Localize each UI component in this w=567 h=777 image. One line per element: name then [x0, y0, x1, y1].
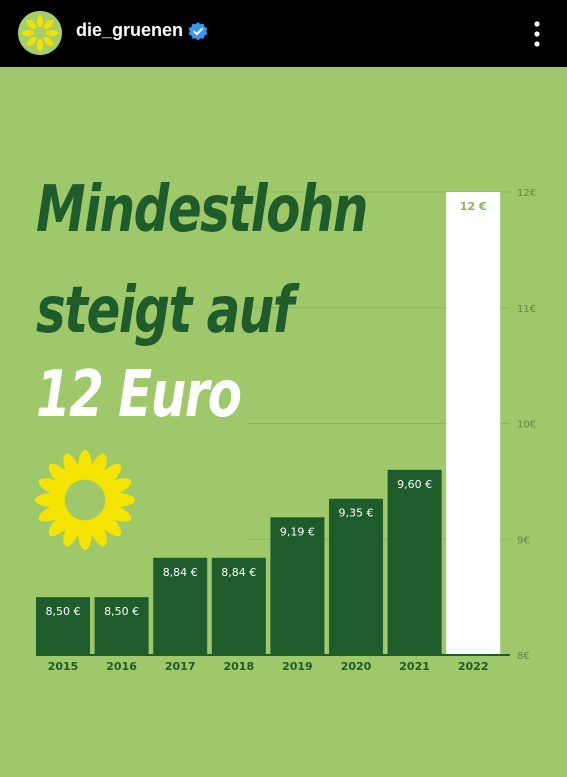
bar-2015 [36, 597, 90, 655]
y-tick-label: 10€ [517, 420, 536, 431]
bar-value-label: 8,84 € [163, 566, 198, 579]
post-header: die_gruenen [0, 0, 567, 67]
post-image: 8,50 € 8,50 € 8,84 € 8,84 € 9,19 € 9,35 € 9,60… [0, 67, 567, 777]
x-tick-label: 2017 [165, 660, 196, 673]
bar-value-label: 8,50 € [46, 605, 81, 618]
x-tick-label: 2015 [48, 660, 79, 673]
bar-2020 [329, 498, 383, 655]
bar-value-label: 8,84 € [221, 566, 256, 579]
profile-avatar[interactable] [18, 11, 62, 55]
sunflower-logo-icon [35, 450, 135, 550]
sunflower-icon [18, 11, 62, 55]
verified-badge-icon [188, 22, 208, 41]
bar-2021 [387, 469, 442, 655]
x-tick-label: 2021 [399, 660, 430, 673]
x-tick-label: 2022 [458, 660, 489, 673]
x-tick-label: 2019 [282, 660, 313, 673]
username-link[interactable]: die_gruenen [76, 20, 184, 40]
bar-value-label: 12 € [460, 200, 487, 213]
headline-line-1: Mindestlohn [36, 173, 368, 247]
more-vertical-icon[interactable] [526, 18, 548, 50]
bar-2018 [211, 557, 266, 655]
y-tick-label: 12€ [517, 188, 536, 199]
x-tick-label: 2018 [223, 660, 254, 673]
bar-2022 [446, 192, 501, 655]
bar-value-label: 8,50 € [104, 605, 139, 618]
chart-bars: 8,50 € 8,50 € 8,84 € 8,84 € 9,19 € 9,35 € 9,60… [36, 192, 501, 655]
x-tick-label: 2020 [341, 660, 372, 673]
headline-line-2: steigt auf [36, 274, 294, 348]
y-tick-label: 9€ [517, 535, 530, 546]
chart-axis: 8€ 9€ 10€ 11€ 12€ 2015 2016 2017 2018 2019 2020 202… [36, 188, 536, 673]
y-tick-label: 11€ [517, 304, 536, 315]
bar-value-label: 9,60 € [397, 478, 432, 491]
bar-value-label: 9,19 € [280, 525, 315, 538]
bar-2019 [270, 517, 325, 655]
bar-2017 [153, 557, 208, 655]
minimum-wage-chart: 8,50 € 8,50 € 8,84 € 8,84 € 9,19 € 9,35 € 9,60… [36, 188, 536, 673]
headline-line-3: 12 Euro [36, 358, 242, 432]
bar-value-label: 9,35 € [339, 507, 374, 520]
bar-2016 [94, 597, 149, 655]
y-tick-label: 8€ [517, 651, 530, 662]
x-tick-label: 2016 [106, 660, 137, 673]
